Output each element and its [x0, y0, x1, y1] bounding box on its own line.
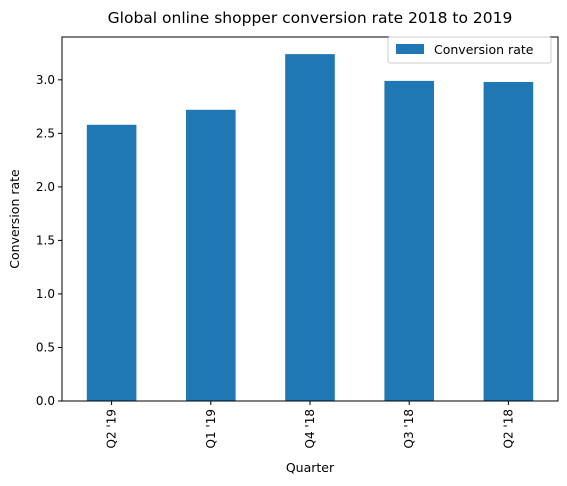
bar-4	[483, 81, 534, 401]
y-tick-label: 0.0	[36, 394, 55, 408]
y-tick-label: 1.5	[36, 233, 55, 247]
x-tick-label: Q2 '18	[501, 409, 515, 448]
x-axis-ticks: Q2 '19 Q1 '19 Q4 '18 Q3 '18 Q2 '18	[105, 401, 515, 448]
legend-swatch	[396, 44, 424, 54]
chart-title: Global online shopper conversion rate 20…	[108, 9, 513, 27]
y-tick-label: 2.0	[36, 180, 55, 194]
y-tick-label: 0.5	[36, 340, 55, 354]
bars-group	[86, 54, 534, 402]
bar-3	[384, 80, 434, 402]
bar-1	[186, 109, 236, 402]
x-tick-label: Q4 '18	[303, 409, 317, 448]
x-tick-label: Q3 '18	[402, 409, 416, 448]
bar-2	[285, 54, 335, 401]
bar-0	[86, 124, 137, 401]
y-tick-label: 2.5	[36, 126, 55, 140]
plot-frame	[61, 36, 559, 402]
legend-label: Conversion rate	[434, 42, 534, 57]
x-tick-label: Q1 '19	[204, 409, 218, 448]
y-tick-label: 3.0	[36, 73, 55, 87]
y-axis-label: Conversion rate	[7, 169, 22, 269]
x-tick-label: Q2 '19	[105, 409, 119, 448]
legend-box	[387, 36, 552, 64]
legend: Conversion rate	[387, 36, 552, 64]
y-axis-ticks: 0.0 0.5 1.0 1.5 2.0 2.5 3.0	[36, 73, 62, 408]
y-tick-label: 1.0	[36, 287, 55, 301]
x-axis-label: Quarter	[286, 460, 335, 475]
